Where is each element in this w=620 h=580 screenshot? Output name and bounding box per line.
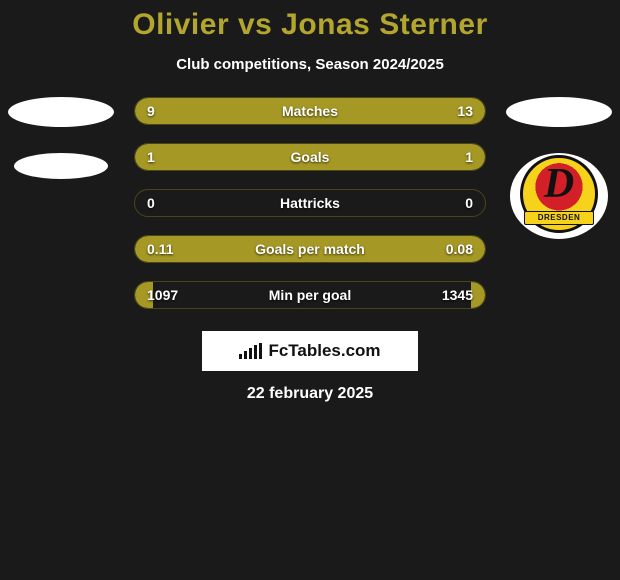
- player-right-avatar: [506, 97, 612, 127]
- stat-row: 0.110.08Goals per match: [134, 235, 486, 263]
- player-left-club-badge: [14, 153, 108, 179]
- stat-label: Matches: [135, 98, 485, 124]
- player-right-club-badge: D DRESDEN: [510, 153, 608, 239]
- stat-row: 00Hattricks: [134, 189, 486, 217]
- stat-row: 913Matches: [134, 97, 486, 125]
- brand-text: FcTables.com: [268, 341, 380, 361]
- stat-label: Min per goal: [135, 282, 485, 308]
- page-title: Olivier vs Jonas Sterner: [0, 0, 620, 42]
- club-letter: D: [518, 163, 600, 205]
- bars-icon: [239, 343, 262, 359]
- stat-label: Hattricks: [135, 190, 485, 216]
- club-banner-text: DRESDEN: [524, 211, 594, 225]
- stat-row: 11Goals: [134, 143, 486, 171]
- stat-label: Goals: [135, 144, 485, 170]
- player-left-avatar: [8, 97, 114, 127]
- brand-badge: FcTables.com: [202, 331, 418, 371]
- right-player-column: D DRESDEN: [505, 97, 613, 239]
- date-text: 22 february 2025: [0, 385, 620, 403]
- comparison-content: D DRESDEN 913Matches 11Goals 00Hattricks 0.…: [0, 97, 620, 309]
- stat-label: Goals per match: [135, 236, 485, 262]
- dynamo-dresden-logo: D DRESDEN: [518, 155, 600, 237]
- subtitle: Club competitions, Season 2024/2025: [0, 56, 620, 73]
- stat-row: 10971345Min per goal: [134, 281, 486, 309]
- left-player-column: [7, 97, 115, 179]
- stats-bars: 913Matches 11Goals 00Hattricks 0.110.08Goal…: [134, 97, 486, 309]
